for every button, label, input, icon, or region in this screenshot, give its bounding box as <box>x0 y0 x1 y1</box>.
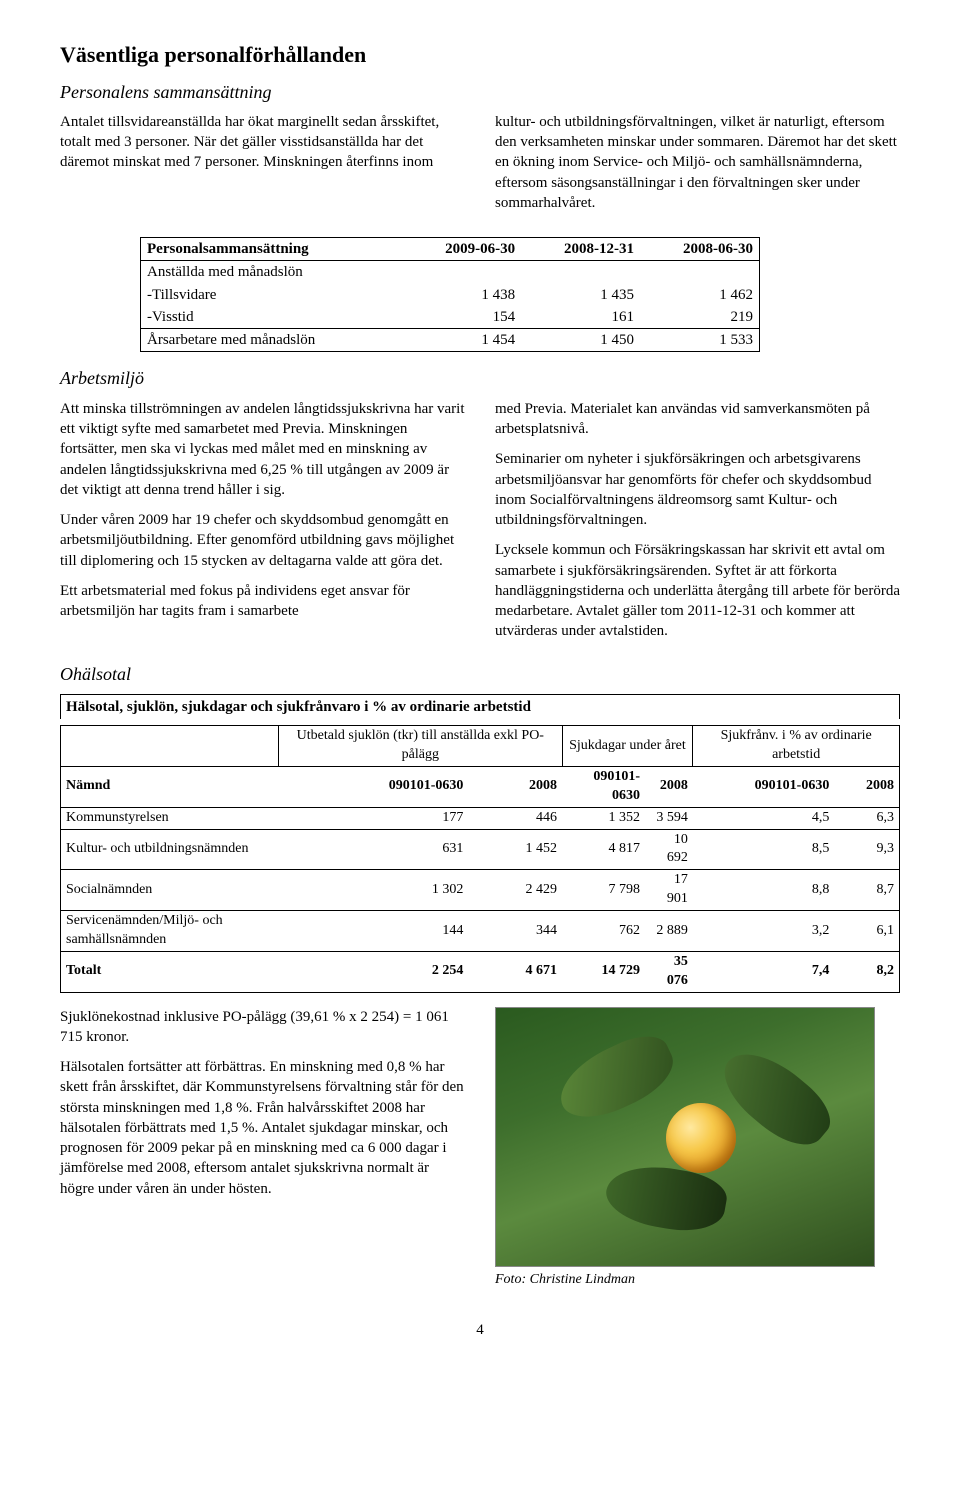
photo-caption: Foto: Christine Lindman <box>495 1271 900 1290</box>
t1-h3: 2008-06-30 <box>640 238 760 261</box>
t2-gh0 <box>61 726 279 767</box>
t2-sh1: 090101-0630 <box>279 766 469 807</box>
t2-gh1: Utbetald sjuklön (tkr) till anställda ex… <box>279 726 562 767</box>
section1-title: Personalens sammansättning <box>60 80 900 104</box>
t2-tc3: 14 729 <box>562 951 645 992</box>
t2-r3c6: 6,1 <box>834 911 899 952</box>
sec2-left-p2: Under våren 2009 har 19 chefer och skydd… <box>60 510 465 571</box>
t1-h0: Personalsammansättning <box>141 238 403 261</box>
t1-r0c2 <box>521 261 640 284</box>
t1-r3c2: 1 450 <box>521 329 640 352</box>
t1-h2: 2008-12-31 <box>521 238 640 261</box>
t2-tc1: 2 254 <box>279 951 469 992</box>
section3-title: Ohälsotal <box>60 662 900 686</box>
t2-r3c2: 344 <box>468 911 562 952</box>
halsotal-table: Utbetald sjuklön (tkr) till anställda ex… <box>60 725 900 993</box>
t2-gh2: Sjukdagar under året <box>562 726 693 767</box>
t2-r1c0: Kultur- och utbildningsnämnden <box>61 829 279 870</box>
t2-r0c2: 446 <box>468 807 562 829</box>
t2-r2c1: 1 302 <box>279 870 469 911</box>
section2-columns: Att minska tillströmningen av andelen lå… <box>60 399 900 652</box>
t2-r0c1: 177 <box>279 807 469 829</box>
t1-r2c3: 219 <box>640 306 760 329</box>
t2-r1c1: 631 <box>279 829 469 870</box>
personalsammansattning-table: Personalsammansättning 2009-06-30 2008-1… <box>140 237 760 352</box>
t2-gh3: Sjukfrånv. i % av ordinarie arbetstid <box>693 726 900 767</box>
t2-r0c0: Kommunstyrelsen <box>61 807 279 829</box>
t2-r2c4: 17 901 <box>645 870 693 911</box>
sec2-right-p2: Seminarier om nyheter i sjukförsäkringen… <box>495 449 900 530</box>
t2-r3c0: Servicenämnden/Miljö- och samhällsnämnde… <box>61 911 279 952</box>
t2-r0c5: 4,5 <box>693 807 834 829</box>
t1-r1c2: 1 435 <box>521 284 640 306</box>
t2-title: Hälsotal, sjuklön, sjukdagar och sjukfrå… <box>60 694 900 719</box>
t2-r1c2: 1 452 <box>468 829 562 870</box>
t2-sh3: 090101-0630 <box>562 766 645 807</box>
t1-r2c1: 154 <box>402 306 521 329</box>
t2-tc4: 35 076 <box>645 951 693 992</box>
t1-r1c3: 1 462 <box>640 284 760 306</box>
bottom-p2: Hälsotalen fortsätter att förbättras. En… <box>60 1057 465 1199</box>
t1-r3c3: 1 533 <box>640 329 760 352</box>
t2-r0c4: 3 594 <box>645 807 693 829</box>
t2-r0c6: 6,3 <box>834 807 899 829</box>
t1-r3c0: Årsarbetare med månadslön <box>141 329 403 352</box>
table2-wrap: Hälsotal, sjuklön, sjukdagar och sjukfrå… <box>60 694 900 993</box>
t1-r2c0: -Visstid <box>141 306 403 329</box>
t2-r2c5: 8,8 <box>693 870 834 911</box>
t2-r2c6: 8,7 <box>834 870 899 911</box>
t2-r2c0: Socialnämnden <box>61 870 279 911</box>
sec2-left-p1: Att minska tillströmningen av andelen lå… <box>60 399 465 500</box>
bottom-row: Sjuklönekostnad inklusive PO-pålägg (39,… <box>60 1007 900 1290</box>
t2-r3c5: 3,2 <box>693 911 834 952</box>
table1-wrap: Personalsammansättning 2009-06-30 2008-1… <box>140 237 760 352</box>
t2-r3c3: 762 <box>562 911 645 952</box>
t2-tc2: 4 671 <box>468 951 562 992</box>
t1-r0c3 <box>640 261 760 284</box>
bottom-p1: Sjuklönekostnad inklusive PO-pålägg (39,… <box>60 1007 465 1048</box>
sec2-left-p3: Ett arbetsmaterial med fokus på individe… <box>60 581 465 622</box>
cloudberry-photo <box>495 1007 875 1267</box>
t2-r2c3: 7 798 <box>562 870 645 911</box>
t1-r3c1: 1 454 <box>402 329 521 352</box>
t1-r0c0: Anställda med månadslön <box>141 261 403 284</box>
sec2-right-p1: med Previa. Materialet kan användas vid … <box>495 399 900 440</box>
section1-columns: Antalet tillsvidareanställda har ökat ma… <box>60 112 900 223</box>
sec1-left: Antalet tillsvidareanställda har ökat ma… <box>60 112 465 173</box>
page-title: Väsentliga personalförhållanden <box>60 40 900 70</box>
t2-sh0: Nämnd <box>61 766 279 807</box>
t2-r3c4: 2 889 <box>645 911 693 952</box>
t1-r1c1: 1 438 <box>402 284 521 306</box>
t2-r1c4: 10 692 <box>645 829 693 870</box>
t1-r2c2: 161 <box>521 306 640 329</box>
t2-r1c5: 8,5 <box>693 829 834 870</box>
t2-sh5: 090101-0630 <box>693 766 834 807</box>
page-number: 4 <box>60 1320 900 1340</box>
t2-sh2: 2008 <box>468 766 562 807</box>
t2-tc6: 8,2 <box>834 951 899 992</box>
t2-r1c6: 9,3 <box>834 829 899 870</box>
t1-r0c1 <box>402 261 521 284</box>
t2-r0c3: 1 352 <box>562 807 645 829</box>
t1-h1: 2009-06-30 <box>402 238 521 261</box>
t2-sh4: 2008 <box>645 766 693 807</box>
t1-r1c0: -Tillsvidare <box>141 284 403 306</box>
t2-r2c2: 2 429 <box>468 870 562 911</box>
t2-tc0: Totalt <box>61 951 279 992</box>
sec1-right: kultur- och utbildningsförvaltningen, vi… <box>495 112 900 213</box>
sec2-right-p3: Lycksele kommun och Försäkringskassan ha… <box>495 540 900 641</box>
t2-tc5: 7,4 <box>693 951 834 992</box>
t2-sh6: 2008 <box>834 766 899 807</box>
t2-r1c3: 4 817 <box>562 829 645 870</box>
section2-title: Arbetsmiljö <box>60 366 900 390</box>
t2-r3c1: 144 <box>279 911 469 952</box>
